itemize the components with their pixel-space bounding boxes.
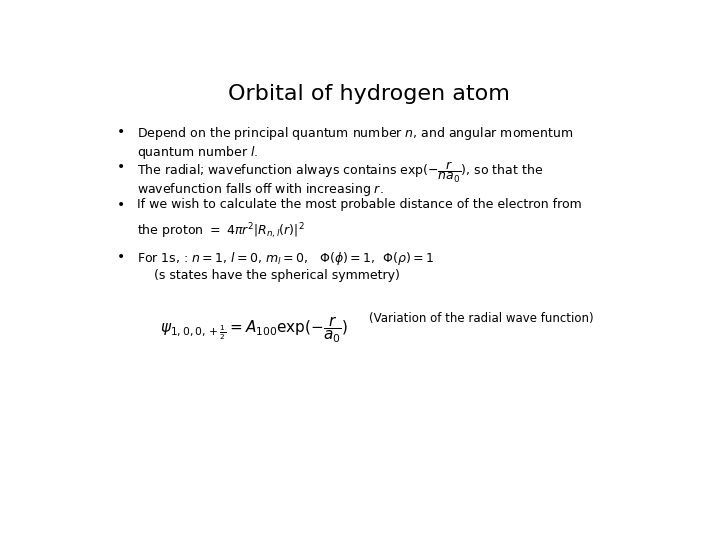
Text: •: •: [117, 198, 125, 212]
Text: •: •: [117, 160, 125, 174]
Text: (Variation of the radial wave function): (Variation of the radial wave function): [369, 312, 593, 325]
Text: For 1s, : $n = 1$, $l = 0$, $m_l = 0$,   $\Phi(\phi) = 1$,  $\Phi(\rho) = 1$: For 1s, : $n = 1$, $l = 0$, $m_l = 0$, $…: [138, 250, 435, 267]
Text: $\psi_{1,0,0,+\frac{1}{2}} = A_{100} \exp(-\dfrac{r}{a_0})$: $\psi_{1,0,0,+\frac{1}{2}} = A_{100} \ex…: [160, 314, 348, 345]
Text: The radial; wavefunction always contains $\mathrm{exp}(-\dfrac{r}{na_0})$, so th: The radial; wavefunction always contains…: [138, 160, 544, 185]
Text: •: •: [117, 250, 125, 264]
Text: Depend on the principal quantum number $n$, and angular momentum: Depend on the principal quantum number $…: [138, 125, 574, 142]
Text: quantum number $l$.: quantum number $l$.: [138, 144, 258, 161]
Text: wavefunction falls off with increasing $r$.: wavefunction falls off with increasing $…: [138, 181, 384, 198]
Text: Orbital of hydrogen atom: Orbital of hydrogen atom: [228, 84, 510, 104]
Text: (s states have the spherical symmetry): (s states have the spherical symmetry): [154, 268, 400, 281]
Text: the proton $= \ 4\pi r^2 \left|R_{n,l}(r)\right|^2$: the proton $= \ 4\pi r^2 \left|R_{n,l}(r…: [138, 221, 305, 240]
Text: •: •: [117, 125, 125, 139]
Text: If we wish to calculate the most probable distance of the electron from: If we wish to calculate the most probabl…: [138, 198, 582, 211]
